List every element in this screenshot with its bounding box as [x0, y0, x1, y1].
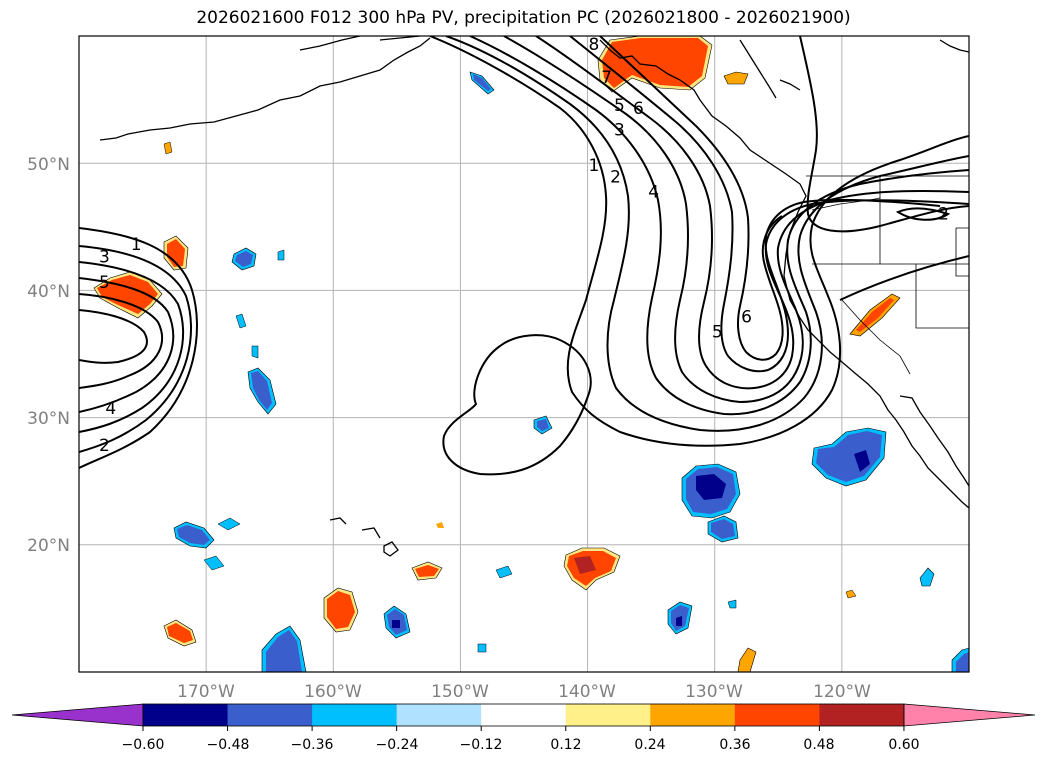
latitude-labels: 50°N 40°N 30°N 20°N [27, 155, 70, 556]
contour-label: 7 [601, 68, 612, 88]
pv-contour-1 [79, 227, 198, 469]
contour-label: 6 [633, 99, 644, 119]
contour-label: 1 [131, 235, 142, 255]
colorbar-segment [650, 704, 736, 726]
contour-label: 8 [589, 35, 600, 55]
colorbar-segment [227, 704, 313, 726]
pv-contour-11 [535, 36, 969, 390]
pv-contour-12 [569, 36, 941, 373]
lon-label-160w: 160°W [304, 682, 362, 702]
pv-contour-8 [445, 36, 969, 432]
colorbar-tick: −0.60 [122, 737, 165, 753]
political-borders [806, 175, 969, 375]
lon-label-130w: 130°W [685, 682, 743, 702]
colorbar-segment [481, 704, 567, 726]
colorbar-tick: 0.36 [719, 737, 750, 753]
pv-contour-se [839, 255, 969, 301]
colorbar [11, 703, 1036, 731]
colorbar-segment [143, 704, 229, 726]
pv-contour-small-2 [895, 207, 951, 221]
lat-label-20n: 20°N [27, 536, 70, 556]
contour-label: 5 [614, 96, 625, 116]
contour-label: 6 [741, 307, 752, 327]
lon-label-120w: 120°W [813, 682, 871, 702]
lat-label-50n: 50°N [27, 155, 70, 175]
lat-label-40n: 40°N [27, 282, 70, 302]
map-title: 2026021600 F012 300 hPa PV, precipitatio… [196, 8, 851, 28]
pv-contour-3 [79, 261, 185, 433]
pv-contour-6 [79, 309, 148, 364]
colorbar-tick: 0.60 [888, 737, 919, 753]
colorbar-tick: −0.12 [460, 737, 503, 753]
pv-contour-4 [79, 277, 175, 413]
pv-contour-2 [79, 245, 192, 453]
precipitation-field [93, 36, 969, 672]
contour-label: 3 [99, 248, 110, 268]
colorbar-tick: 0.48 [803, 737, 834, 753]
contour-label: 2 [99, 436, 110, 456]
contour-label: 3 [614, 120, 625, 140]
longitude-labels: 170°W 160°W 150°W 140°W 130°W 120°W [177, 682, 871, 702]
contour-label: 5 [99, 273, 110, 293]
precip-negative-areas [173, 71, 969, 672]
colorbar-min-extend [11, 703, 144, 727]
lon-label-170w: 170°W [177, 682, 235, 702]
contour-label: 4 [648, 183, 659, 203]
pv-contour-ne [799, 36, 969, 233]
colorbar-tick: 0.12 [550, 737, 581, 753]
pv-contour-5 [79, 293, 163, 389]
contour-label: 1 [589, 156, 600, 176]
colorbar-tick: 0.24 [634, 737, 665, 753]
colorbar-tick-labels: −0.60 −0.48 −0.36 −0.24 −0.12 0.12 0.24 … [122, 737, 920, 753]
contour-label: 5 [712, 323, 723, 343]
colorbar-max-extend [903, 703, 1036, 727]
colorbar-frame [142, 703, 905, 727]
colorbar-segment [565, 704, 651, 726]
map-frame [78, 35, 970, 673]
colorbar-tick: −0.24 [376, 737, 419, 753]
colorbar-segment [312, 704, 398, 726]
pv-contours [79, 36, 969, 476]
map-plot-area [79, 36, 969, 672]
pv-contour-7 [429, 36, 969, 447]
colorbar-tick: −0.36 [291, 737, 334, 753]
lat-label-30n: 30°N [27, 409, 70, 429]
lon-label-140w: 140°W [558, 682, 616, 702]
lon-label-150w: 150°W [431, 682, 489, 702]
colorbar-segment [819, 704, 905, 726]
pv-contour-13 [599, 36, 784, 361]
colorbar-segment [734, 704, 820, 726]
contour-label: 2 [610, 167, 621, 187]
pv-contour-10 [503, 36, 969, 404]
contour-label: 2 [938, 204, 949, 224]
colorbar-segment [396, 704, 482, 726]
contour-label: 4 [105, 399, 116, 419]
colorbar-tick: −0.48 [207, 737, 250, 753]
pv-contour-loop [442, 334, 592, 476]
